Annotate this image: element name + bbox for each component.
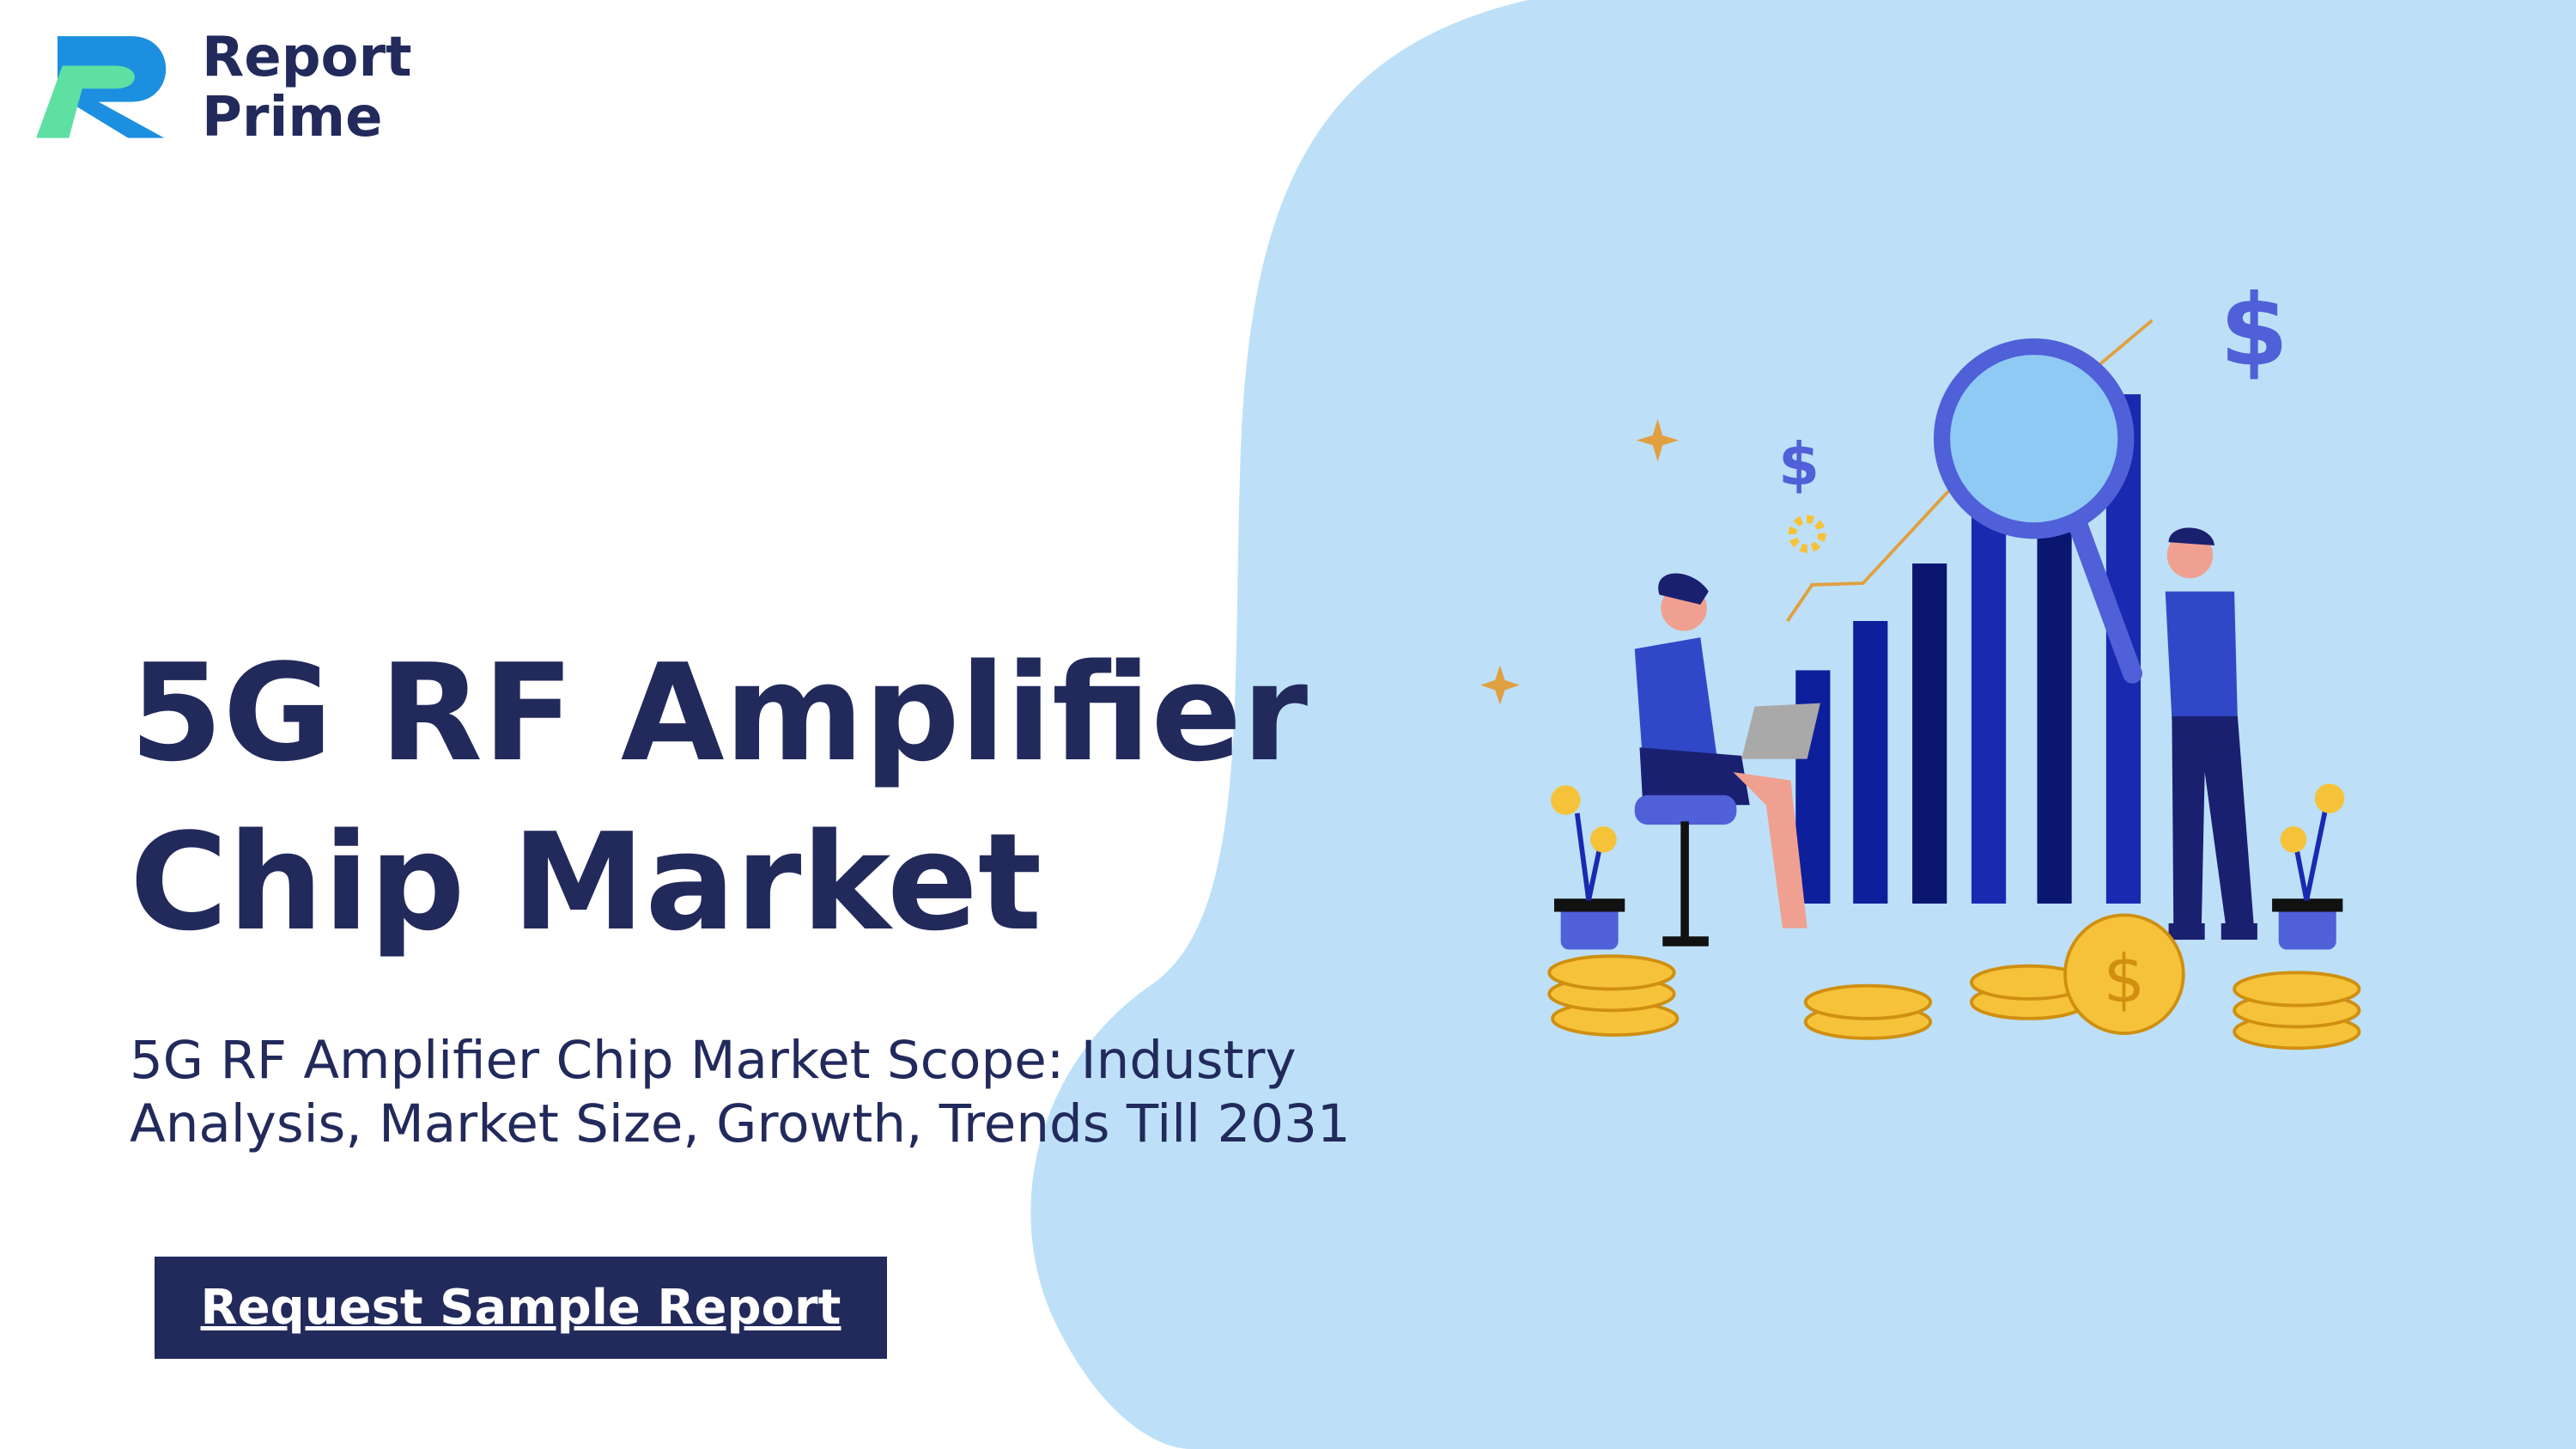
dollar-sign: $ <box>2220 274 2288 389</box>
dollar-sign: $ <box>1778 430 1820 499</box>
woman-figure <box>1634 573 1820 947</box>
request-sample-button[interactable]: Request Sample Report <box>155 1257 887 1359</box>
logo-text: Prime <box>202 86 383 149</box>
hero-title: Chip Market <box>130 804 1042 960</box>
magnifier <box>1933 338 2142 684</box>
gear <box>1788 514 1826 553</box>
plants <box>1551 783 2345 950</box>
sparkle <box>1636 418 1680 462</box>
illustration: $ $ $ <box>36 0 2576 1449</box>
logo-icon <box>36 36 167 138</box>
illustration-bars <box>1795 394 2142 904</box>
man-figure <box>2165 527 2257 941</box>
dollar-sign: $ <box>2104 942 2146 1019</box>
sparkle <box>1479 665 1520 705</box>
logo-text: Report <box>202 26 412 89</box>
coins <box>1547 913 2361 1050</box>
hero-subtitle: 5G RF Amplifier Chip Market Scope: Indus… <box>130 1030 1351 1154</box>
hero-title: 5G RF Amplifier <box>130 635 1308 791</box>
